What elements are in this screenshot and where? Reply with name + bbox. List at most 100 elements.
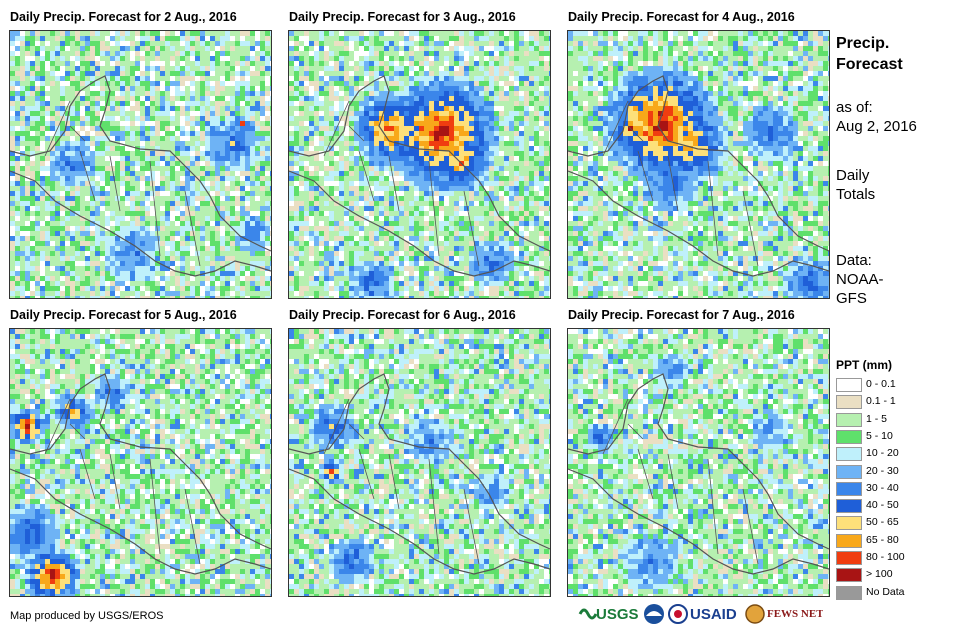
precip-cell xyxy=(115,216,120,221)
precip-cell xyxy=(823,31,828,36)
precip-cell xyxy=(155,221,160,226)
precip-cell xyxy=(319,141,324,146)
precip-cell xyxy=(100,46,105,51)
precip-cell xyxy=(205,196,210,201)
precip-cell xyxy=(733,41,738,46)
precip-cell xyxy=(424,191,429,196)
precip-cell xyxy=(359,271,364,276)
precip-cell xyxy=(245,276,250,281)
precip-cell xyxy=(424,221,429,226)
precip-cell xyxy=(220,116,225,121)
precip-cell xyxy=(399,191,404,196)
precip-cell xyxy=(334,116,339,121)
precip-cell xyxy=(728,91,733,96)
precip-cell xyxy=(708,76,713,81)
precip-cell xyxy=(60,96,65,101)
precip-cell xyxy=(439,156,444,161)
precip-cell xyxy=(738,121,743,126)
precip-cell xyxy=(205,186,210,191)
precip-cell xyxy=(623,106,628,111)
precip-cell xyxy=(414,166,419,171)
precip-cell xyxy=(454,101,459,106)
precip-cell xyxy=(120,281,125,286)
precip-cell xyxy=(120,186,125,191)
precip-cell xyxy=(723,116,728,121)
precip-cell xyxy=(195,121,200,126)
precip-cell xyxy=(693,111,698,116)
precip-cell xyxy=(100,126,105,131)
precip-cell xyxy=(783,126,788,131)
precip-cell xyxy=(793,116,798,121)
precip-cell xyxy=(105,241,110,246)
precip-cell xyxy=(240,126,245,131)
precip-cell xyxy=(374,291,379,296)
precip-cell xyxy=(324,251,329,256)
precip-cell xyxy=(489,101,494,106)
precip-cell xyxy=(210,296,215,298)
precip-cell xyxy=(339,51,344,56)
precip-cell xyxy=(658,86,663,91)
precip-cell xyxy=(509,76,514,81)
precip-cell xyxy=(125,276,130,281)
precip-cell xyxy=(260,46,265,51)
precip-cell xyxy=(289,96,294,101)
precip-cell xyxy=(354,281,359,286)
precip-cell xyxy=(105,281,110,286)
precip-cell xyxy=(40,46,45,51)
precip-cell xyxy=(230,46,235,51)
precip-cell xyxy=(135,161,140,166)
precip-cell xyxy=(419,261,424,266)
precip-cell xyxy=(349,136,354,141)
precip-cell xyxy=(374,181,379,186)
precip-cell xyxy=(185,281,190,286)
precip-cell xyxy=(713,96,718,101)
precip-cell xyxy=(524,201,529,206)
precip-cell xyxy=(70,291,75,296)
precip-cell xyxy=(439,236,444,241)
precip-cell xyxy=(160,206,165,211)
precip-cell xyxy=(339,171,344,176)
precip-cell xyxy=(110,231,115,236)
precip-cell xyxy=(75,41,80,46)
precip-cell xyxy=(65,201,70,206)
precip-cell xyxy=(185,46,190,51)
precip-cell xyxy=(618,121,623,126)
precip-cell xyxy=(120,71,125,76)
precip-cell xyxy=(75,201,80,206)
precip-cell xyxy=(10,101,15,106)
precip-cell xyxy=(135,131,140,136)
precip-cell xyxy=(200,111,205,116)
precip-cell xyxy=(250,126,255,131)
precip-cell xyxy=(489,271,494,276)
precip-cell xyxy=(424,181,429,186)
precip-cell xyxy=(250,71,255,76)
precip-cell xyxy=(643,111,648,116)
precip-cell xyxy=(294,226,299,231)
precip-cell xyxy=(369,86,374,91)
precip-cell xyxy=(628,81,633,86)
precip-cell xyxy=(170,86,175,91)
precip-cell xyxy=(75,146,80,151)
precip-cell xyxy=(359,151,364,156)
precip-cell xyxy=(324,231,329,236)
precip-cell xyxy=(75,181,80,186)
precip-cell xyxy=(399,71,404,76)
precip-cell xyxy=(698,71,703,76)
precip-cell xyxy=(349,186,354,191)
precip-cell xyxy=(55,36,60,41)
precip-cell xyxy=(260,91,265,96)
precip-cell xyxy=(369,131,374,136)
precip-cell xyxy=(683,91,688,96)
precip-cell xyxy=(544,56,549,61)
precip-cell xyxy=(544,276,549,281)
precip-cell xyxy=(215,91,220,96)
precip-cell xyxy=(304,96,309,101)
precip-cell xyxy=(265,146,270,151)
precip-cell xyxy=(319,116,324,121)
precip-cell xyxy=(190,161,195,166)
precip-cell xyxy=(344,51,349,56)
precip-cell xyxy=(399,106,404,111)
precip-cell xyxy=(105,211,110,216)
precip-cell xyxy=(748,41,753,46)
precip-cell xyxy=(464,266,469,271)
